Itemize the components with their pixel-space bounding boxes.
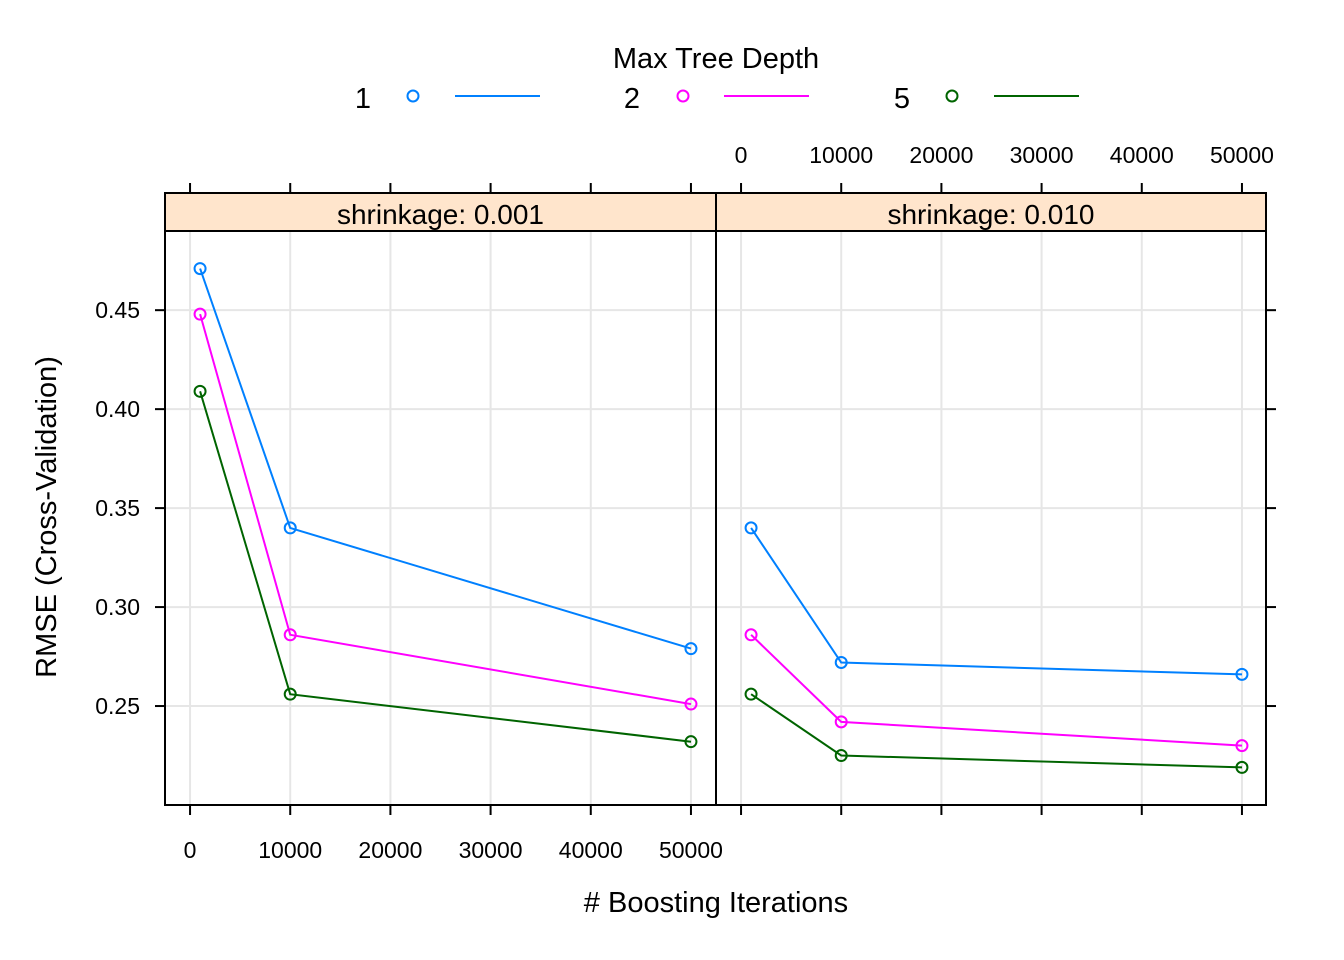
legend-label: 1: [355, 83, 371, 115]
x-tick-label: 20000: [909, 142, 973, 168]
y-tick-label: 0.35: [95, 495, 140, 521]
legend-label: 2: [624, 83, 640, 115]
series-line-depth-2: [199, 313, 692, 706]
panel-1: shrinkage: 0.001 0 10000 20000 30000 40000 500…: [164, 183, 723, 863]
data-point-depth-1: [744, 521, 758, 535]
y-tick-label: 0.25: [95, 693, 140, 719]
y-tick-label: 0.30: [95, 594, 140, 620]
x-axis-title: # Boosting Iterations: [584, 887, 848, 919]
series-line-depth-5: [750, 693, 1243, 769]
x-tick-label: 30000: [1010, 142, 1074, 168]
data-point-depth-2: [193, 307, 207, 321]
series-line-depth-1: [750, 527, 1243, 676]
x-tick-label: 40000: [1110, 142, 1174, 168]
data-point-depth-5: [834, 749, 848, 763]
series-line-depth-2: [750, 634, 1243, 747]
data-point-depth-5: [1235, 760, 1249, 774]
data-point-depth-1: [1235, 667, 1249, 681]
x-tick-label: 10000: [258, 837, 322, 863]
legend-items: 1 2 5: [355, 83, 1079, 115]
data-point-depth-2: [744, 628, 758, 642]
x-tick-label: 50000: [659, 837, 723, 863]
x-tick-label: 30000: [459, 837, 523, 863]
x-tick-label: 0: [184, 837, 197, 863]
data-point-depth-1: [834, 655, 848, 669]
legend-label: 5: [894, 83, 910, 115]
y-axis-title: RMSE (Cross-Validation): [31, 356, 63, 678]
data-point-depth-5: [283, 687, 297, 701]
y-tick-label: 0.40: [95, 396, 140, 422]
legend-point-marker: [406, 89, 420, 103]
data-point-depth-1: [193, 262, 207, 276]
legend: Max Tree Depth 1 2 5: [355, 43, 1079, 115]
data-point-depth-1: [283, 521, 297, 535]
data-point-depth-5: [193, 384, 207, 398]
x-tick-label: 40000: [559, 837, 623, 863]
legend-point-marker: [945, 89, 959, 103]
panel-border: [164, 230, 717, 806]
legend-title: Max Tree Depth: [613, 43, 819, 75]
series-line-depth-5: [199, 391, 692, 743]
plot-panels: shrinkage: 0.001 0 10000 20000 30000 40000 500…: [95, 142, 1276, 863]
series-line-depth-1: [199, 268, 692, 650]
data-point-depth-2: [684, 697, 698, 711]
data-point-depth-5: [744, 687, 758, 701]
strip-background: [164, 192, 717, 232]
data-point-depth-2: [283, 628, 297, 642]
x-tick-label: 20000: [358, 837, 422, 863]
strip-background: [715, 192, 1267, 232]
strip-label: shrinkage: 0.001: [337, 199, 544, 230]
strip-label: shrinkage: 0.010: [887, 199, 1094, 230]
data-point-depth-5: [684, 735, 698, 749]
data-point-depth-1: [684, 642, 698, 656]
x-tick-label: 50000: [1210, 142, 1274, 168]
panel-border: [715, 230, 1267, 806]
legend-point-marker: [676, 89, 690, 103]
y-tick-label: 0.45: [95, 297, 140, 323]
data-point-depth-2: [1235, 739, 1249, 753]
x-tick-label: 0: [735, 142, 748, 168]
x-tick-label: 10000: [809, 142, 873, 168]
data-point-depth-2: [834, 715, 848, 729]
panel-2: shrinkage: 0.010 0 10000 20000 30000 40000 500…: [715, 142, 1274, 815]
y-axis: 0.25 0.30 0.35 0.40 0.45: [95, 297, 1276, 719]
